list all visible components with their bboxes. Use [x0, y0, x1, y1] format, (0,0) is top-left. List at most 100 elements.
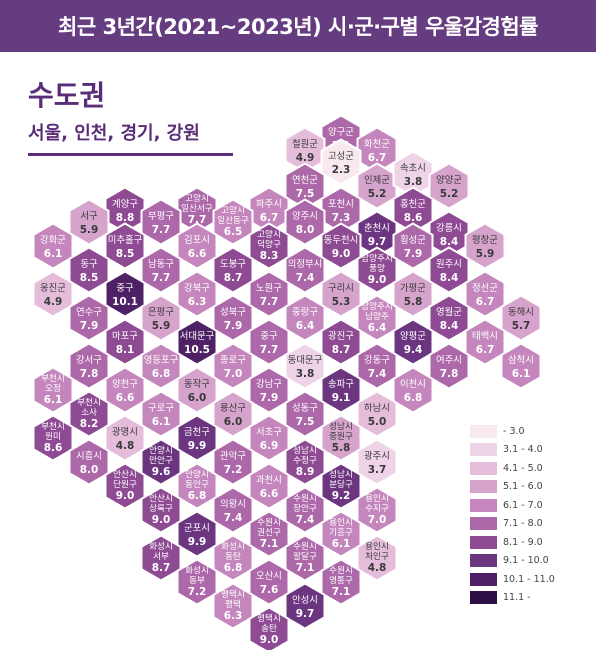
- region-hex: 부천시 소사8.2: [68, 390, 110, 438]
- region-hex-shape: [68, 246, 110, 294]
- region-name: 하남시: [364, 403, 390, 414]
- legend-label: 7.1 - 8.0: [503, 518, 543, 530]
- region-name: 부천시 소사: [77, 397, 101, 418]
- region-name: 서구: [80, 211, 98, 222]
- region-hex-shape: [284, 342, 326, 390]
- region-value: 3.7: [368, 464, 387, 476]
- region-value: 4.8: [116, 440, 135, 452]
- region-value: 7.1: [260, 538, 279, 550]
- region-name: 남양주시 풍양: [361, 253, 393, 274]
- region-hex-shape: [212, 438, 254, 486]
- region-name: 금천구: [184, 427, 210, 438]
- region-name: 은평구: [148, 307, 174, 318]
- region-hex-shape: [500, 342, 542, 390]
- region-hex: 남양주시 풍양9.0: [356, 246, 398, 294]
- region-value: 6.1: [44, 394, 63, 406]
- region-value: 6.7: [476, 296, 495, 308]
- region-hex-shape: [212, 486, 254, 534]
- region-hex-shape: [428, 162, 470, 210]
- region-name: 안성시: [292, 595, 318, 606]
- region-value: 5.0: [368, 416, 387, 428]
- region-hex-shape: [68, 198, 110, 246]
- region-hex: 서대문구 10.5: [176, 318, 218, 366]
- legend-item: 3.1 - 4.0: [470, 441, 590, 460]
- region-hex: 양주시 8.0: [284, 198, 326, 246]
- region-hex-shape: [392, 318, 434, 366]
- region-hex-shape: [104, 222, 146, 270]
- region-name: 광진구: [328, 330, 354, 342]
- region-hex-shape: [176, 270, 218, 318]
- region-name: 동구: [80, 259, 98, 270]
- legend-item: 8.1 - 9.0: [470, 533, 590, 552]
- legend-swatch: [470, 535, 497, 549]
- region-value: 7.4: [224, 512, 243, 524]
- region-name: 고양시 일산서구: [181, 193, 213, 214]
- region-hex: 가평군 5.8: [392, 270, 434, 318]
- legend-label: 5.1 - 6.0: [503, 481, 543, 493]
- region-value: 8.7: [152, 562, 171, 574]
- region-name: 강화군: [40, 235, 66, 246]
- region-hex-shape: [32, 222, 74, 270]
- region-value: 8.4: [440, 320, 459, 332]
- region-value: 8.6: [44, 442, 63, 454]
- region-hex-shape: [212, 342, 254, 390]
- region-hex-shape: [428, 342, 470, 390]
- region-value: 9.0: [152, 514, 171, 526]
- region-hex-shape: [140, 246, 182, 294]
- region-value: 6.6: [188, 248, 207, 260]
- region-name: 춘천시: [364, 223, 390, 234]
- legend-label: 9.1 - 10.0: [503, 555, 549, 567]
- region-name: 인제군: [364, 175, 390, 186]
- legend-swatch: [470, 498, 497, 512]
- region-hex: 홍천군 8.6: [392, 186, 434, 234]
- region-hex-shape: [212, 246, 254, 294]
- region-hex-shape: [464, 318, 506, 366]
- region-name: 성남시 중원구: [329, 421, 353, 442]
- region-name: 원주시: [436, 259, 462, 270]
- region-hex-shape: [284, 198, 326, 246]
- region-title: 수도권: [28, 79, 106, 112]
- region-name: 화성시 서부: [149, 541, 173, 562]
- header-bar: 최근 3년간(2021~2023년) 시·군·구별 우울감경험률: [0, 0, 596, 52]
- region-value: 6.6: [116, 392, 135, 404]
- legend-swatch: [470, 591, 497, 605]
- region-name: 동작구: [184, 379, 210, 390]
- region-name: 부천시 원미: [41, 421, 65, 442]
- region-hex: 남동구 7.7: [140, 246, 182, 294]
- region-value: 4.9: [44, 296, 63, 308]
- region-value: 7.6: [260, 584, 279, 596]
- region-name: 여주시: [436, 354, 462, 366]
- region-hex-shape: [248, 414, 290, 462]
- region-value: 7.7: [188, 214, 207, 226]
- region-hex: 안성시 9.7: [284, 582, 326, 630]
- region-value: 4.9: [296, 152, 315, 164]
- region-value: 3.8: [404, 176, 423, 188]
- region-value: 7.7: [152, 272, 171, 284]
- region-hex: 동대문구 3.8: [284, 342, 326, 390]
- region-hex: 성북구 7.9: [212, 294, 254, 342]
- region-name: 서초구: [256, 427, 282, 438]
- region-hex-shape: [284, 582, 326, 630]
- region-hex-shape: [212, 294, 254, 342]
- region-value: 8.3: [260, 250, 279, 262]
- region-name: 의정부시: [288, 259, 323, 270]
- region-value: 7.7: [260, 296, 279, 308]
- region-hex-shape: [356, 390, 398, 438]
- region-hex: 구리시 5.3: [320, 270, 362, 318]
- region-hex: 은평구 5.9: [140, 294, 182, 342]
- region-name: 수원시 영통구: [329, 565, 353, 586]
- region-value: 7.4: [368, 368, 387, 380]
- region-value: 5.2: [368, 188, 387, 200]
- region-value: 7.2: [224, 464, 243, 476]
- region-hex: 화성시 동탄6.8: [212, 534, 254, 582]
- region-hex: 오산시 7.6: [248, 558, 290, 606]
- region-hex-shape: [104, 414, 146, 462]
- region-hex: 평창군 5.9: [464, 222, 506, 270]
- legend-label: 4.1 - 5.0: [503, 462, 543, 474]
- region-value: 8.7: [332, 344, 351, 356]
